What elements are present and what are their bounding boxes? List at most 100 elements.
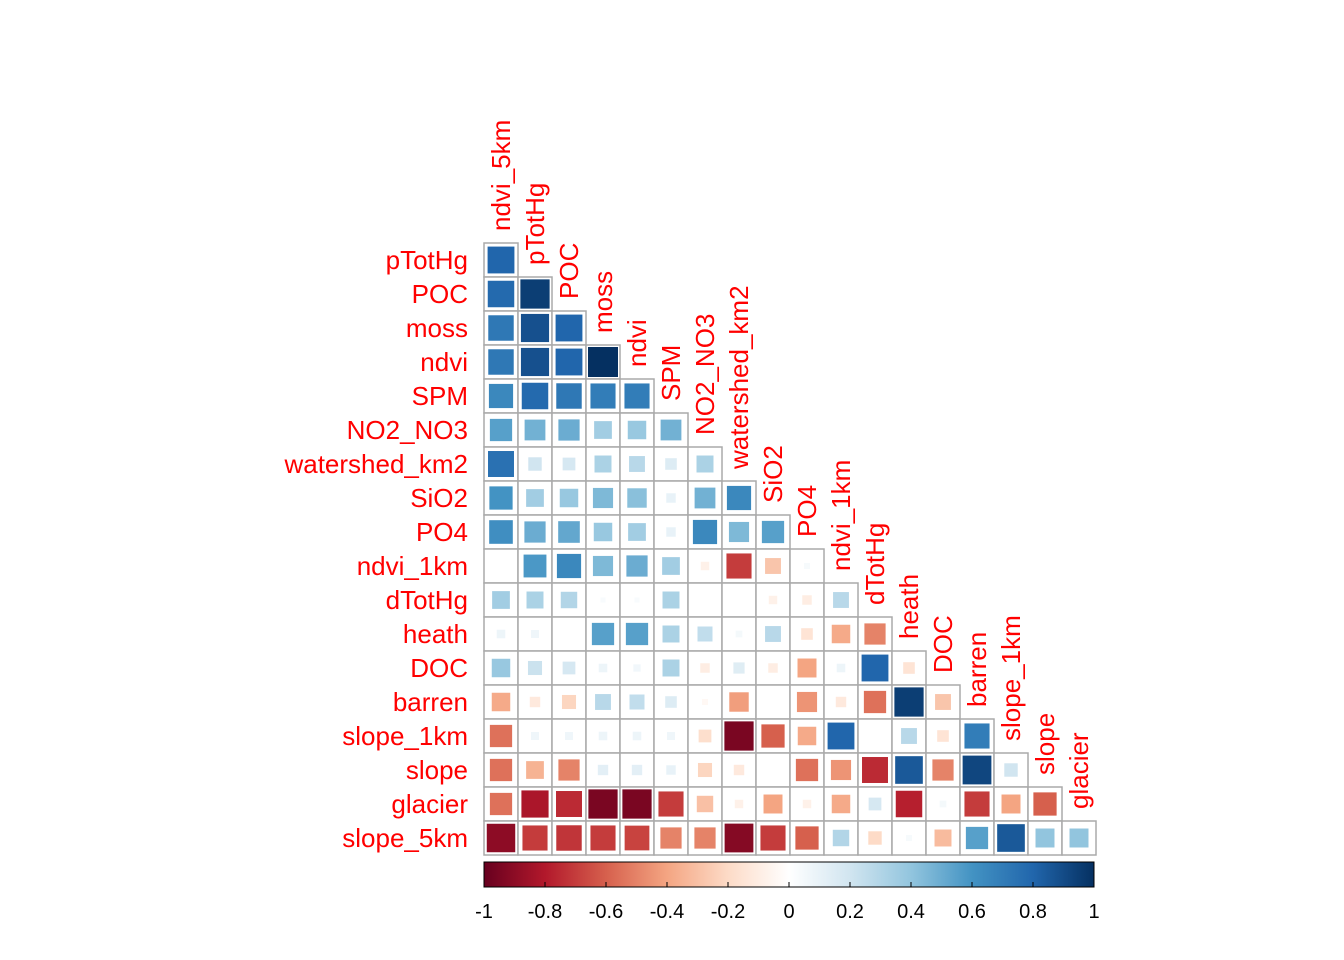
- cell-slope-5km-moss: [590, 825, 616, 851]
- cell-heath-sio2: [765, 626, 781, 642]
- cell-slope-poc: [558, 759, 580, 781]
- cell-slope-5km-slope-1km: [997, 824, 1025, 852]
- cell-slope-5km-po4: [795, 826, 819, 850]
- cell-watershed-km2-no2-no3: [696, 455, 714, 473]
- cell-po4-no2-no3: [692, 519, 718, 545]
- colorbar-tick-label: 0.4: [897, 901, 925, 923]
- cell-slope-dtothg: [862, 757, 888, 783]
- cell-ndvi-1km-no2-no3: [700, 561, 710, 571]
- cell-dtothg-spm: [662, 591, 680, 609]
- cell-glacier-doc: [939, 800, 947, 808]
- cell-barren-poc: [561, 694, 577, 710]
- cell-glacier-ndvi-1km: [831, 794, 851, 814]
- cell-no2-no3-ndvi-5km: [489, 418, 513, 442]
- cell-watershed-km2-ptothg: [528, 457, 542, 471]
- cell-doc-spm: [662, 659, 680, 677]
- column-label-watershed-km2: watershed_km2: [724, 285, 754, 470]
- cell-heath-moss: [591, 622, 615, 646]
- cell-barren-heath: [894, 687, 924, 717]
- cell-slope-5km-glacier: [1069, 828, 1089, 848]
- row-label-ptothg: pTotHg: [386, 245, 468, 275]
- cell-no2-no3-ndvi: [627, 420, 647, 440]
- cell-border-slope-5km-slope: [1027, 820, 1063, 856]
- cell-slope-5km-doc: [934, 829, 952, 847]
- cell-slope-1km-ndvi-1km: [827, 722, 855, 750]
- cell-dtothg-sio2: [768, 595, 778, 605]
- cell-heath-spm: [662, 625, 680, 643]
- cell-sio2-spm: [666, 493, 676, 503]
- cell-ndvi-poc: [555, 348, 583, 376]
- colorbar-tick-label: -0.8: [528, 901, 562, 923]
- cell-border-slope-5km-glacier: [1061, 820, 1097, 856]
- cell-doc-ndvi-5km: [491, 658, 511, 678]
- cell-glacier-barren: [964, 791, 990, 817]
- colorbar-tick-label: -1: [475, 901, 493, 923]
- cell-slope-1km-ptothg: [531, 732, 539, 740]
- cell-heath-ndvi-1km: [831, 624, 851, 644]
- row-label-barren: barren: [393, 687, 468, 717]
- cell-border-dtothg-watershed-km2: [721, 582, 757, 618]
- colorbar-tick-label: -0.6: [589, 901, 623, 923]
- cell-barren-moss: [595, 694, 611, 710]
- cell-slope-5km-barren: [965, 826, 989, 850]
- row-label-slope-1km: slope_1km: [342, 721, 468, 751]
- cell-dtothg-moss: [600, 597, 606, 603]
- column-label-heath: heath: [894, 574, 924, 639]
- cell-doc-dtothg: [861, 654, 889, 682]
- cell-moss-poc: [555, 314, 583, 342]
- cell-doc-poc: [562, 661, 576, 675]
- cell-slope-5km-poc: [556, 825, 582, 851]
- cell-heath-po4: [801, 628, 813, 640]
- cell-border-slope-1km-dtothg: [857, 718, 893, 754]
- cell-doc-po4: [797, 658, 817, 678]
- column-label-ndvi-5km: ndvi_5km: [486, 120, 516, 231]
- cell-glacier-heath: [895, 790, 923, 818]
- column-label-poc: POC: [554, 243, 584, 299]
- cell-slope-5km-ndvi-5km: [486, 823, 516, 853]
- cell-no2-no3-spm: [660, 419, 682, 441]
- row-label-poc: POC: [412, 279, 468, 309]
- cell-ndvi-1km-watershed-km2: [726, 553, 752, 579]
- cell-sio2-watershed-km2: [726, 485, 752, 511]
- colorbar-tick-label: 0: [783, 901, 794, 923]
- row-label-doc: DOC: [410, 653, 468, 683]
- cell-heath-ndvi: [625, 622, 649, 646]
- column-label-barren: barren: [962, 632, 992, 707]
- row-label-spm: SPM: [412, 381, 468, 411]
- row-label-dtothg: dTotHg: [386, 585, 468, 615]
- cell-glacier-spm: [658, 791, 684, 817]
- cell-dtothg-ndvi: [634, 597, 640, 603]
- cell-slope-spm: [666, 765, 676, 775]
- cell-glacier-ptothg: [521, 790, 549, 818]
- cell-border-dtothg-no2-no3: [687, 582, 723, 618]
- cell-slope-1km-no2-no3: [698, 729, 712, 743]
- cell-sio2-ptothg: [526, 489, 544, 507]
- cell-border-slope-sio2: [755, 752, 791, 788]
- row-label-ndvi-1km: ndvi_1km: [357, 551, 468, 581]
- cell-sio2-ndvi: [627, 488, 647, 508]
- cell-slope-no2-no3: [697, 762, 713, 778]
- cell-slope-5km-ptothg: [522, 825, 548, 851]
- cell-sio2-moss: [592, 487, 614, 509]
- cell-ndvi-moss: [588, 347, 618, 377]
- cell-ndvi-1km-po4: [804, 563, 810, 569]
- cell-dtothg-ptothg: [526, 591, 544, 609]
- cell-slope-doc: [932, 759, 954, 781]
- cell-barren-ndvi-5km: [491, 692, 511, 712]
- cell-heath-no2-no3: [697, 626, 713, 642]
- cell-spm-poc: [556, 383, 582, 409]
- cell-glacier-slope-1km: [1001, 794, 1021, 814]
- column-label-spm: SPM: [656, 345, 686, 401]
- cell-slope-5km-dtothg: [868, 831, 882, 845]
- colorbar-tick-label: 0.8: [1019, 901, 1047, 923]
- cell-slope-5km-slope: [1035, 828, 1055, 848]
- cell-barren-ndvi-1km: [835, 696, 847, 708]
- cell-barren-po4: [796, 691, 818, 713]
- cell-slope-1km-watershed-km2: [724, 721, 754, 751]
- cell-slope-5km-no2-no3: [694, 827, 716, 849]
- colorbar-tick-label: -0.2: [711, 901, 745, 923]
- cell-ptothg-ndvi-5km: [487, 246, 515, 274]
- cell-po4-watershed-km2: [728, 521, 750, 543]
- cell-doc-watershed-km2: [733, 662, 745, 674]
